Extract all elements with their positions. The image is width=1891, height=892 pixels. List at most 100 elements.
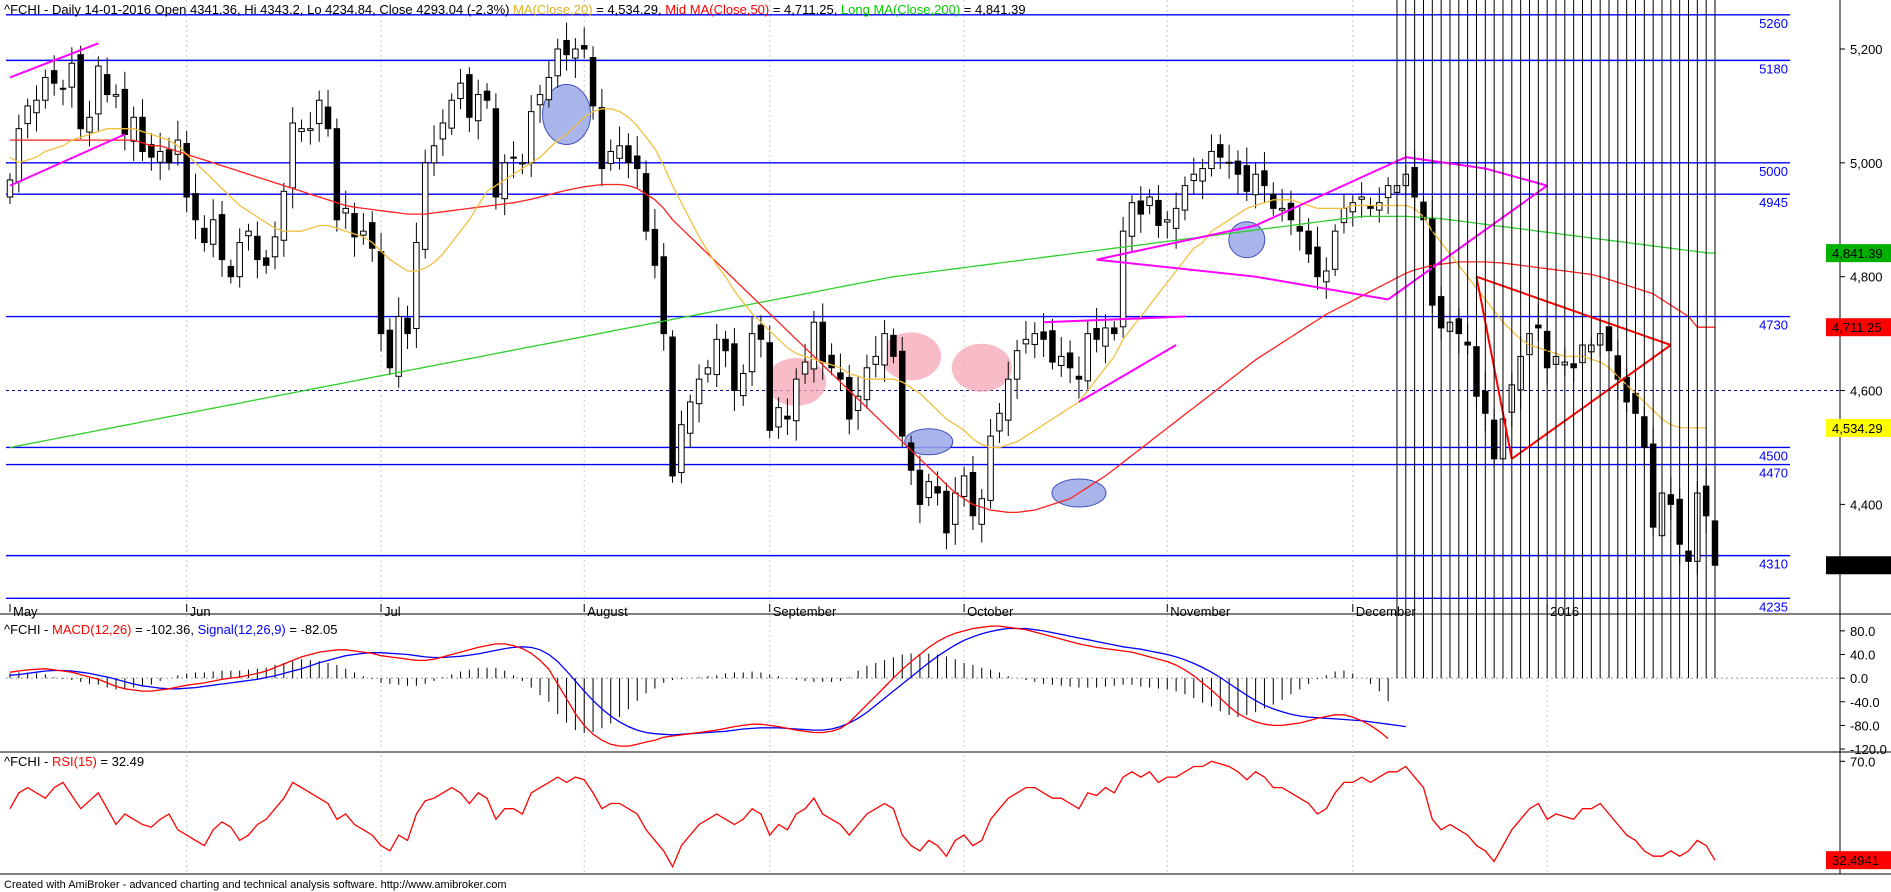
price-tick-label: 5,000 xyxy=(1850,156,1883,171)
candle-body xyxy=(95,65,102,115)
month-label: September xyxy=(773,604,837,619)
value-badge-label: 4,711.25 xyxy=(1832,320,1882,335)
candle-body xyxy=(934,486,941,494)
candle-body xyxy=(1287,202,1295,221)
candle-body xyxy=(183,142,190,198)
level-label: 5260 xyxy=(1759,16,1788,31)
candle-body xyxy=(1384,185,1392,199)
candle-body xyxy=(262,257,270,266)
ma50-line xyxy=(10,139,1715,514)
candle-body xyxy=(987,435,994,501)
rsi-line xyxy=(9,760,1716,869)
candle-body xyxy=(254,235,261,261)
rsi-header: ^FCHI - RSI(15) = 32.49 xyxy=(4,754,144,769)
candle-body xyxy=(1049,330,1056,363)
candle-body xyxy=(139,116,146,152)
header-segment: = 4,841.39 xyxy=(960,2,1025,17)
header-segment: = 4,534.29, xyxy=(593,2,666,17)
candle-body xyxy=(421,162,429,250)
candle-body xyxy=(466,74,473,118)
candle-body xyxy=(289,122,296,189)
pattern-channel-line xyxy=(1043,315,1185,324)
candle-body xyxy=(1234,160,1242,175)
header-segment: = -102.36, xyxy=(131,622,197,637)
candle-body xyxy=(245,230,252,237)
candle-body xyxy=(810,321,818,370)
candle-body xyxy=(474,94,482,122)
macd-tick-label: 40.0 xyxy=(1850,648,1875,663)
candle-body xyxy=(227,265,235,278)
candle-body xyxy=(112,94,120,97)
pattern-channel-line xyxy=(9,133,126,187)
candle-body xyxy=(1146,196,1153,207)
level-label: 4470 xyxy=(1759,466,1788,481)
price-tick-label: 4,400 xyxy=(1850,497,1883,512)
candle-body xyxy=(404,317,411,335)
candle-body xyxy=(201,227,208,244)
candle-body xyxy=(510,156,517,159)
candle-body xyxy=(969,472,977,517)
candle-body xyxy=(757,324,765,340)
price-axis: 4,400 4,600 4,800 5,000 5,200 xyxy=(1840,42,1883,512)
price-tick-label: 4,800 xyxy=(1850,270,1883,285)
candle-body xyxy=(863,367,871,401)
candle-body xyxy=(439,122,447,140)
candle-body xyxy=(236,242,243,278)
month-label: Jul xyxy=(384,604,401,619)
macd-tick-label: 80.0 xyxy=(1850,624,1875,639)
blue-highlight xyxy=(1228,221,1266,259)
support-resistance-levels: 5260 5180 5000 4945 4730 4500 4470 4310 4235 xyxy=(6,14,1840,614)
signal-line xyxy=(9,627,1406,736)
candle-body xyxy=(103,74,111,96)
month-axis: May Jun Jul August September October November D… xyxy=(9,604,1579,619)
candle-body xyxy=(148,144,155,158)
candle-body xyxy=(192,193,199,221)
value-badge-label: 4,293.04 xyxy=(1832,558,1883,573)
candle-body xyxy=(121,88,129,135)
rsi-tick-label: 70.0 xyxy=(1850,754,1875,769)
header-segment: RSI(15) xyxy=(52,754,97,769)
candle-body xyxy=(1093,327,1100,340)
candle-body xyxy=(739,372,747,397)
candle-body xyxy=(1022,338,1030,345)
header-segment: = 32.49 xyxy=(97,754,144,769)
candle-body xyxy=(642,173,650,232)
rsi-value-badge xyxy=(1826,851,1891,870)
candle-body xyxy=(1331,230,1339,270)
footer-credit: Created with AmiBroker - advanced charti… xyxy=(4,879,507,891)
header-segment: Signal(12,26,9) xyxy=(198,622,286,637)
candle-body xyxy=(686,401,694,434)
candle-body xyxy=(315,99,323,125)
candle-body xyxy=(545,76,553,101)
macd-header: ^FCHI - MACD(12,26) = -102.36, Signal(12… xyxy=(4,622,337,637)
candle-body xyxy=(1031,333,1039,345)
candle-body xyxy=(24,105,31,125)
candle-body xyxy=(1252,173,1259,196)
candle-body xyxy=(996,412,1003,432)
candle-body xyxy=(784,415,791,420)
candle-body xyxy=(1323,270,1330,283)
month-label: November xyxy=(1170,604,1231,619)
value-badge-label: 4,841.39 xyxy=(1832,246,1883,261)
candle-body xyxy=(271,236,279,258)
month-label: October xyxy=(967,604,1014,619)
pattern-channel-line xyxy=(1078,344,1177,403)
month-label: August xyxy=(587,604,628,619)
candle-body xyxy=(368,222,376,249)
candle-body xyxy=(6,179,14,198)
candle-body xyxy=(722,338,729,352)
candle-body xyxy=(633,155,641,170)
candle-body xyxy=(978,498,986,525)
candle-body xyxy=(1199,168,1206,182)
month-label: Jun xyxy=(190,604,211,619)
candle-body xyxy=(492,108,500,198)
month-label: December xyxy=(1356,604,1417,619)
candle-body xyxy=(360,230,367,236)
ma200-line xyxy=(9,215,1716,449)
candle-body xyxy=(1376,202,1383,211)
candle-body xyxy=(1181,185,1189,211)
diamond-line xyxy=(1485,167,1548,187)
candle-body xyxy=(377,251,385,335)
candle-body xyxy=(50,70,58,84)
candle-body xyxy=(1137,200,1145,215)
